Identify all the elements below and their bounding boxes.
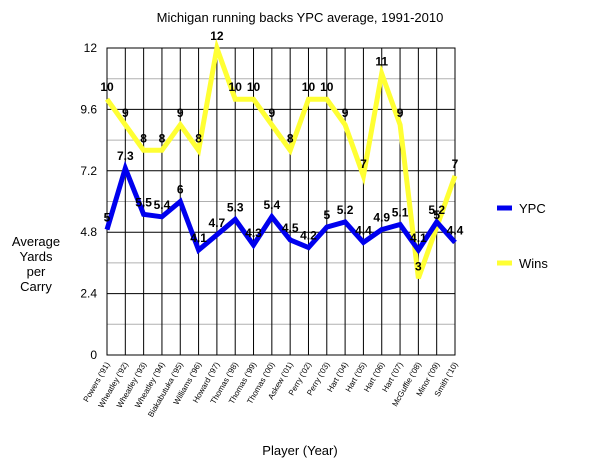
x-axis-ticks: Powers ('91)Wheatley ('92)Wheatley ('93)…: [82, 360, 460, 418]
y-tick-label: 7.2: [80, 164, 97, 178]
data-label-ypc: 4.1: [410, 231, 427, 245]
data-label-ypc: 4.2: [300, 229, 317, 243]
legend-label-ypc: YPC: [519, 201, 546, 216]
data-labels: 57.35.5 5.464.14.75.34.35.44.54.25 5.24.44…: [100, 29, 463, 273]
y-tick-label: 4.8: [80, 225, 97, 239]
data-label-ypc: 5.5: [135, 195, 152, 209]
data-label-wins: 7: [360, 157, 367, 171]
data-label-ypc: 5: [104, 211, 111, 225]
data-label-ypc: 5.3: [227, 200, 244, 214]
data-label-wins: 8: [159, 131, 166, 145]
data-label-ypc: 4.1: [190, 231, 207, 245]
data-label-wins: 9: [177, 106, 184, 120]
y-axis-title-line: per: [27, 264, 46, 279]
data-label-wins: 9: [397, 106, 404, 120]
data-label-wins: 9: [342, 106, 349, 120]
data-label-wins: 9: [268, 106, 275, 120]
data-label-wins: 12: [210, 29, 224, 43]
data-label-ypc: 5.2: [337, 203, 354, 217]
data-label-ypc: 5.2: [428, 203, 445, 217]
data-label-ypc: 7.3: [117, 149, 134, 163]
data-label-wins: 10: [247, 80, 261, 94]
legend: YPC Wins: [497, 201, 548, 271]
series-line-ypc: [104, 160, 457, 255]
data-label-ypc: 5.1: [392, 206, 409, 220]
data-label-ypc: 4.4: [447, 223, 464, 237]
data-label-ypc: 4.9: [373, 211, 390, 225]
data-label-wins: 10: [100, 80, 114, 94]
data-label-wins: 8: [287, 131, 294, 145]
data-label-ypc: 5.4: [263, 198, 280, 212]
data-label-wins: 9: [122, 106, 129, 120]
data-label-wins: 3: [415, 259, 422, 273]
data-label-ypc: 6: [177, 183, 184, 197]
x-axis-title: Player (Year): [262, 443, 337, 458]
data-label-wins: 5: [433, 208, 440, 222]
y-axis-title-line: Yards: [20, 249, 53, 264]
data-label-wins: 10: [229, 80, 243, 94]
y-axis-title-line: Carry: [20, 279, 52, 294]
series-line-wins: [104, 38, 458, 280]
data-label-ypc: 4.4: [355, 223, 372, 237]
data-label-wins: 10: [320, 80, 334, 94]
data-label-wins: 8: [195, 131, 202, 145]
data-label-wins: 10: [302, 80, 316, 94]
legend-label-wins: Wins: [519, 256, 548, 271]
chart-title: Michigan running backs YPC average, 1991…: [157, 10, 444, 25]
data-label-ypc: 5: [323, 208, 330, 222]
data-label-ypc: 4.3: [245, 226, 262, 240]
y-tick-label: 0: [90, 348, 97, 362]
data-label-wins: 8: [140, 131, 147, 145]
y-tick-label: 12: [84, 41, 98, 55]
series-lines: [104, 38, 458, 280]
data-label-ypc: 4.7: [209, 216, 226, 230]
y-axis-title-line: Average: [12, 234, 60, 249]
data-label-ypc: 4.5: [282, 221, 299, 235]
y-tick-label: 9.6: [80, 102, 97, 116]
data-label-ypc: 5.4: [154, 198, 171, 212]
y-tick-label: 2.4: [80, 287, 97, 301]
data-label-wins: 7: [452, 157, 459, 171]
y-axis-ticks: 0 2.4 4.8 7.2 9.6 12: [80, 41, 97, 362]
data-label-wins: 11: [375, 55, 388, 69]
